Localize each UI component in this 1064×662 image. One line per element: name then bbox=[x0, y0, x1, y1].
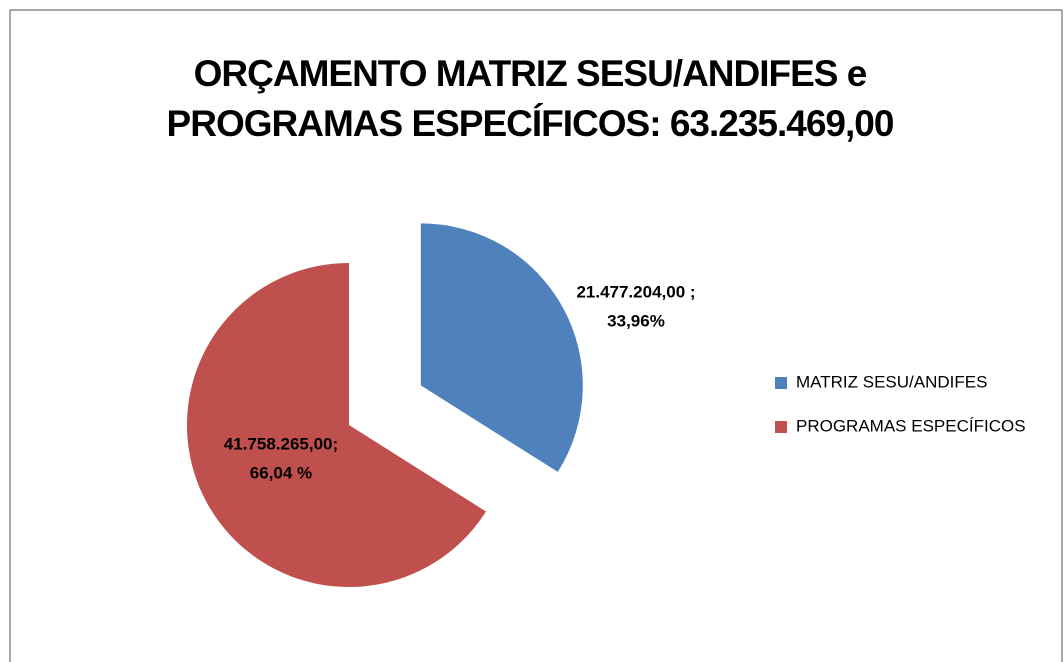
chart-title: PROGRAMAS ESPECÍFICOS: 63.235.469,00 bbox=[167, 103, 894, 144]
legend-label: MATRIZ SESU/ANDIFES bbox=[796, 372, 987, 391]
legend-swatch bbox=[775, 421, 787, 433]
data-label: 66,04 % bbox=[250, 463, 312, 482]
data-label: 41.758.265,00; bbox=[224, 434, 338, 453]
legend-swatch bbox=[775, 377, 787, 389]
pie-slice bbox=[420, 223, 583, 472]
data-label: 21.477.204,00 ; bbox=[576, 282, 695, 301]
data-label: 33,96% bbox=[607, 311, 665, 330]
pie-slice bbox=[186, 263, 486, 587]
legend-label: PROGRAMAS ESPECÍFICOS bbox=[796, 416, 1026, 435]
chart-title: ORÇAMENTO MATRIZ SESU/ANDIFES e bbox=[194, 53, 867, 94]
